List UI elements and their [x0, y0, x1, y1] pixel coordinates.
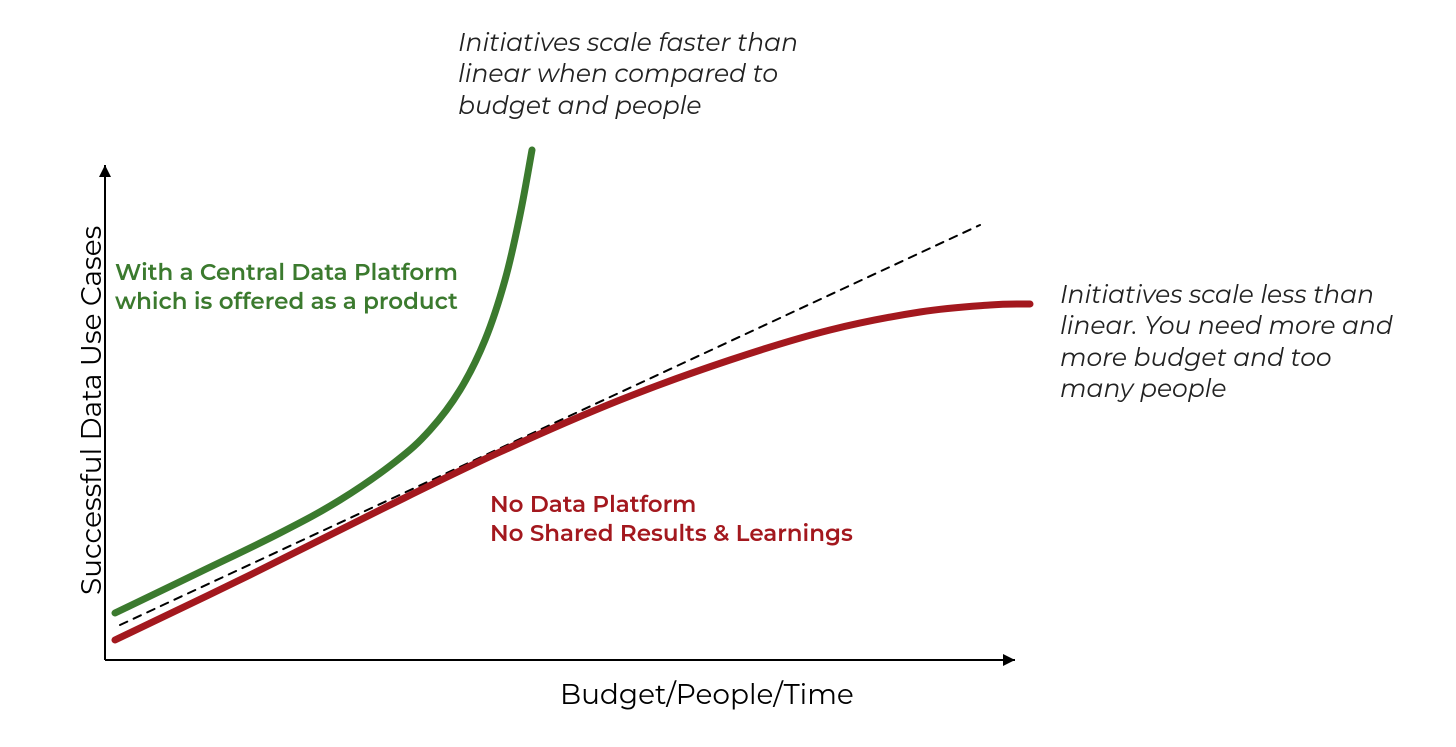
- annotation-faster-than-linear: Initiatives scale faster thanlinear when…: [458, 28, 798, 122]
- x-axis-label: Budget/People/Time: [560, 678, 854, 712]
- axes-group: [99, 165, 1015, 666]
- annotation-less-than-linear: Initiatives scale less thanlinear. You n…: [1060, 280, 1393, 405]
- series-no-platform: [115, 304, 1030, 640]
- series-with-platform: [115, 150, 532, 613]
- label-no-platform: No Data PlatformNo Shared Results & Lear…: [490, 490, 853, 548]
- y-axis-label: Successful Data Use Cases: [75, 226, 109, 595]
- label-with-platform: With a Central Data Platformwhich is off…: [115, 258, 458, 316]
- chart-stage: Successful Data Use Cases Budget/People/…: [0, 0, 1456, 747]
